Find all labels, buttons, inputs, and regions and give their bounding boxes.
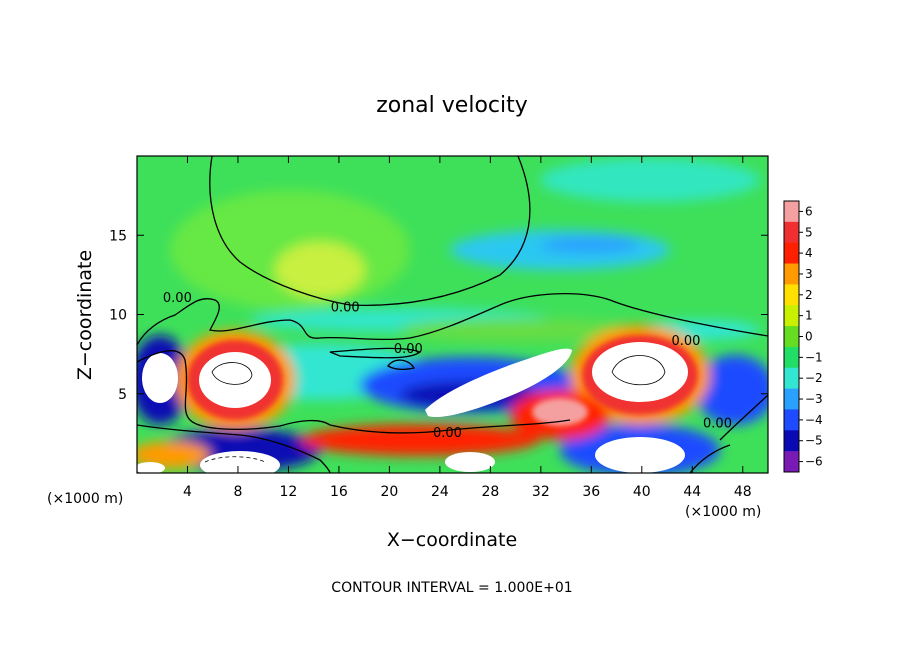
x-tick-label: 16 [330, 484, 348, 500]
colorbar-segment [784, 201, 799, 223]
colorbar-label: 3 [805, 267, 813, 281]
y-axis-label: Z−coordinate [74, 250, 96, 380]
colorbar-segment [784, 346, 799, 369]
contour-label: 0.00 [433, 426, 462, 441]
y-axis-ticks: 5 10 15 [109, 228, 768, 403]
contour-labels: 0.00 0.00 0.00 0.00 0.00 0.00 [163, 291, 732, 441]
colorbar-label: −6 [805, 455, 823, 469]
x-tick-label: 24 [431, 484, 449, 500]
colorbar-segment [784, 388, 799, 410]
contour-label: 0.00 [394, 342, 423, 357]
colorbar-segment [784, 263, 799, 285]
x-tick-label: 12 [280, 484, 298, 500]
x-tick-label: 20 [380, 484, 398, 500]
contour-label: 0.00 [671, 334, 700, 349]
colorbar-segment [784, 430, 799, 452]
contour-label: 0.00 [163, 291, 192, 306]
x-tick-label: 8 [233, 484, 242, 500]
x-tick-label: 36 [582, 484, 600, 500]
chart-title: zonal velocity [376, 93, 528, 118]
colorbar-label: 2 [805, 288, 813, 302]
contour-interval-note: CONTOUR INTERVAL = 1.000E+01 [331, 580, 572, 596]
colorbar-segment [784, 451, 799, 473]
colorbar-label: −4 [805, 413, 823, 427]
colorbar-label: 5 [805, 225, 813, 239]
colorbar-segment [784, 221, 799, 244]
x-tick-label: 40 [633, 484, 651, 500]
colorbar-label: −3 [805, 392, 823, 406]
colorbar-label: 1 [805, 309, 813, 323]
colorbar: 6 5 4 3 2 1 0 −1 −2 −3 −4 −5 −6 [783, 200, 823, 473]
contour-label: 0.00 [331, 301, 360, 316]
x-tick-label: 28 [481, 484, 499, 500]
y-tick-label: 15 [109, 228, 127, 244]
contour-label: 0.00 [703, 416, 732, 431]
colorbar-label: 4 [805, 246, 813, 260]
x-tick-label: 4 [183, 484, 192, 500]
colorbar-label: 0 [805, 330, 813, 344]
y-tick-label: 10 [109, 308, 127, 324]
colorbar-segment [784, 367, 799, 390]
colorbar-segment [784, 242, 799, 264]
x-tick-label: 48 [734, 484, 752, 500]
colorbar-segment [784, 409, 799, 431]
x-unit-label-right: (×1000 m) [685, 504, 761, 520]
colorbar-segment [784, 284, 799, 306]
colorbar-label: 6 [805, 204, 813, 218]
x-axis-ticks: 4 8 12 16 20 24 28 32 36 40 44 48 [183, 156, 752, 500]
colorbar-label: −1 [805, 350, 823, 364]
colorbar-label: −5 [805, 434, 823, 448]
y-tick-label: 5 [118, 387, 127, 403]
velocity-field [137, 156, 768, 473]
colorbar-segment [784, 305, 799, 327]
colorbar-label: −2 [805, 371, 823, 385]
x-axis-label: X−coordinate [387, 529, 517, 551]
colorbar-segment [784, 326, 799, 348]
x-tick-label: 32 [532, 484, 550, 500]
x-tick-label: 44 [683, 484, 701, 500]
x-unit-label-left: (×1000 m) [47, 491, 123, 507]
